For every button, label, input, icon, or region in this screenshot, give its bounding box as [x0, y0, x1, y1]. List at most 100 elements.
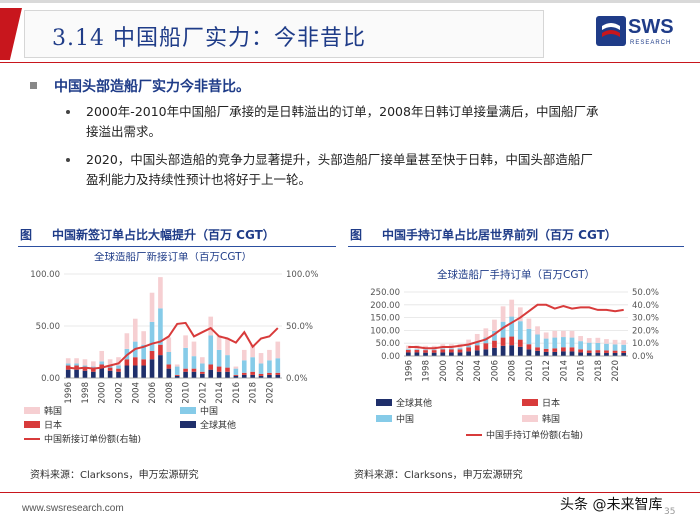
section-title: 中国头部造船厂实力今非昔比。: [54, 79, 250, 95]
section-bullet-icon: [30, 82, 37, 89]
bar-segment: [466, 345, 471, 348]
bar-segment: [526, 318, 532, 329]
bar-segment: [191, 356, 197, 369]
chart-new-orders: 全球造船厂新接订单（百万CGT） 0.00 50.00 100.00 0.0% 50.0%…: [24, 252, 318, 445]
bar-segment: [74, 363, 79, 366]
bar-segment: [132, 365, 138, 378]
bar-segment: [543, 332, 549, 339]
figure-1-rule: [18, 246, 336, 247]
bar-segment: [440, 349, 446, 353]
bullet-1-line-1: 2000年-2010年中国船厂承接的是日韩溢出的订单，2008年日韩订单接量满后…: [86, 104, 599, 119]
figure-1-prefix: 图: [20, 228, 33, 242]
bar-segment: [183, 368, 188, 372]
bar-segment: [500, 345, 506, 356]
bar-segment: [275, 374, 281, 378]
bar-segment: [183, 335, 188, 348]
bar-segment: [569, 330, 575, 338]
bar-segment: [216, 371, 222, 378]
share-line: [408, 303, 624, 350]
logo-text: SWS: [628, 16, 674, 38]
bar-segment: [543, 348, 549, 352]
bar-segment: [65, 358, 71, 364]
bar-segment: [586, 350, 592, 353]
bar-segment: [604, 339, 609, 344]
bullet-dot-icon: [66, 110, 70, 114]
bar-segment: [141, 344, 146, 360]
bar-segment: [258, 363, 264, 374]
bar-segment: [457, 352, 463, 356]
legend-label: 韩国: [44, 405, 62, 417]
bar-segment: [225, 338, 230, 356]
bar-segment: [431, 350, 437, 353]
bar-segment: [200, 371, 205, 374]
watermark: 头条 @未来智库: [560, 497, 663, 513]
bar-segment: [191, 371, 197, 378]
x-tick-label: 2010: [182, 382, 192, 404]
bar-segment: [74, 358, 79, 364]
x-tick-label: 2006: [490, 360, 500, 382]
y-left-tick-label: 50.00: [376, 339, 400, 349]
legend-label: 中国手持订单份额(右轴): [486, 429, 583, 441]
bar-segment: [275, 372, 281, 375]
bar-segment: [543, 351, 549, 356]
bar-segment: [517, 321, 523, 340]
bar-segment: [258, 375, 264, 378]
bar-segment: [561, 330, 566, 338]
bar-segment: [225, 355, 230, 368]
bar-segment: [561, 347, 566, 352]
bar-segment: [99, 367, 105, 378]
bar-segment: [586, 338, 592, 343]
bar-segment: [74, 369, 79, 378]
bar-segment: [166, 368, 172, 378]
y-left-tick-label: 0.00: [381, 352, 400, 362]
bar-segment: [612, 352, 618, 356]
figure-1-title: 中国新签订单占比大幅提升（百万 CGT）: [52, 228, 275, 242]
bar-segment: [586, 352, 592, 356]
bar-segment: [132, 318, 138, 342]
x-tick-label: 2002: [115, 382, 125, 404]
legend-swatch: [24, 421, 40, 428]
bar-segment: [483, 343, 489, 350]
bar-segment: [578, 341, 583, 350]
bar-segment: [431, 349, 437, 351]
x-tick-label: 2008: [508, 360, 518, 382]
bar-segment: [405, 349, 411, 350]
bar-segment: [423, 352, 428, 356]
x-tick-label: 2010: [525, 360, 535, 382]
legend-label: 全球其他: [396, 397, 432, 409]
y-left-tick-label: 100.00: [30, 270, 60, 280]
y-left-tick-label: 100.00: [370, 326, 400, 336]
header-red-accent: [0, 8, 22, 60]
bar-segment: [595, 342, 601, 351]
bar-segment: [124, 333, 130, 349]
bar-segment: [241, 349, 247, 361]
bar-segment: [191, 368, 197, 372]
bar-segment: [275, 358, 281, 373]
top-rule: [0, 0, 700, 3]
bar-segment: [595, 337, 601, 343]
bar-segment: [250, 374, 255, 378]
bar-segment: [500, 337, 506, 346]
bar-segment: [191, 341, 197, 357]
bar-segment: [474, 333, 480, 342]
figure-2-source: 资料来源：Clarksons，申万宏源研究: [354, 470, 523, 481]
y-left-tick-label: 200.00: [370, 301, 400, 311]
bar-segment: [466, 351, 471, 356]
logo-subtext: RESEARCH: [630, 40, 672, 46]
x-tick-label: 2008: [165, 382, 175, 404]
bar-segment: [431, 352, 437, 356]
y-right-tick-label: 100.0%: [286, 270, 318, 280]
bar-segment: [99, 364, 105, 368]
x-tick-label: 2018: [249, 382, 259, 404]
bar-segment: [241, 374, 247, 378]
bar-segment: [405, 352, 411, 356]
bar-segment: [82, 367, 88, 371]
bar-segment: [474, 341, 480, 346]
x-tick-label: 2020: [611, 360, 621, 382]
bar-segment: [141, 365, 146, 378]
bar-segment: [233, 368, 239, 375]
bar-segment: [65, 369, 71, 378]
figure-2-rule: [348, 246, 684, 247]
bar-segment: [174, 364, 180, 367]
share-line: [68, 321, 279, 370]
